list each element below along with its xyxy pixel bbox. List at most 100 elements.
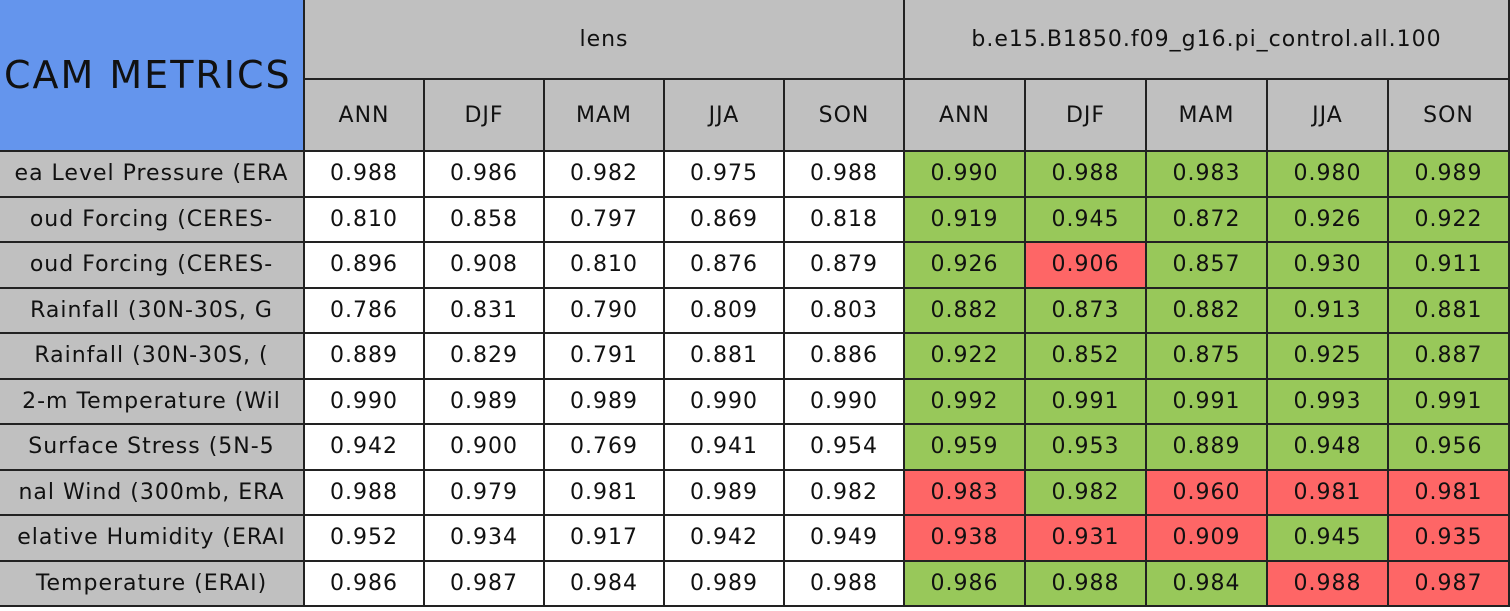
value-cell: 0.769	[545, 425, 665, 471]
value-cell: 0.810	[545, 243, 665, 289]
value-cell: 0.988	[785, 561, 905, 607]
season-header: MAM	[545, 80, 665, 152]
value-cell: 0.922	[1389, 197, 1510, 243]
value-cell: 0.935	[1389, 516, 1510, 562]
value-cell: 0.991	[1147, 379, 1268, 425]
value-cell: 0.988	[1026, 561, 1147, 607]
value-cell: 0.990	[305, 379, 425, 425]
value-cell: 0.982	[545, 152, 665, 198]
season-header: ANN	[905, 80, 1026, 152]
value-cell: 0.931	[1026, 516, 1147, 562]
value-cell: 0.790	[545, 288, 665, 334]
table-title: CAM METRICS	[0, 0, 305, 152]
value-cell: 0.989	[545, 379, 665, 425]
value-cell: 0.926	[1268, 197, 1389, 243]
season-header: JJA	[1268, 80, 1389, 152]
value-cell: 0.987	[425, 561, 545, 607]
value-cell: 0.873	[1026, 288, 1147, 334]
value-cell: 0.797	[545, 197, 665, 243]
value-cell: 0.988	[1268, 561, 1389, 607]
value-cell: 0.981	[1268, 470, 1389, 516]
value-cell: 0.945	[1268, 516, 1389, 562]
value-cell: 0.991	[1026, 379, 1147, 425]
value-cell: 0.989	[1389, 152, 1510, 198]
value-cell: 0.879	[785, 243, 905, 289]
value-cell: 0.889	[1147, 425, 1268, 471]
value-cell: 0.983	[905, 470, 1026, 516]
value-cell: 0.909	[1147, 516, 1268, 562]
value-cell: 0.810	[305, 197, 425, 243]
value-cell: 0.991	[1389, 379, 1510, 425]
value-cell: 0.925	[1268, 334, 1389, 380]
value-cell: 0.954	[785, 425, 905, 471]
value-cell: 0.786	[305, 288, 425, 334]
value-cell: 0.881	[1389, 288, 1510, 334]
value-cell: 0.979	[425, 470, 545, 516]
value-cell: 0.952	[305, 516, 425, 562]
value-cell: 0.989	[425, 379, 545, 425]
group-header: b.e15.B1850.f09_g16.pi_control.all.100	[905, 0, 1510, 80]
row-label: oud Forcing (CERES-	[0, 197, 305, 243]
value-cell: 0.981	[545, 470, 665, 516]
value-cell: 0.942	[305, 425, 425, 471]
value-cell: 0.982	[1026, 470, 1147, 516]
season-header: ANN	[305, 80, 425, 152]
value-cell: 0.875	[1147, 334, 1268, 380]
value-cell: 0.990	[665, 379, 785, 425]
value-cell: 0.981	[1389, 470, 1510, 516]
value-cell: 0.818	[785, 197, 905, 243]
value-cell: 0.882	[905, 288, 1026, 334]
value-cell: 0.988	[305, 470, 425, 516]
value-cell: 0.988	[1026, 152, 1147, 198]
value-cell: 0.857	[1147, 243, 1268, 289]
value-cell: 0.791	[545, 334, 665, 380]
value-cell: 0.803	[785, 288, 905, 334]
value-cell: 0.926	[905, 243, 1026, 289]
value-cell: 0.911	[1389, 243, 1510, 289]
value-cell: 0.872	[1147, 197, 1268, 243]
season-header: MAM	[1147, 80, 1268, 152]
row-label: Rainfall (30N-30S, (	[0, 334, 305, 380]
value-cell: 0.990	[905, 152, 1026, 198]
season-header: DJF	[1026, 80, 1147, 152]
season-header: DJF	[425, 80, 545, 152]
value-cell: 0.852	[1026, 334, 1147, 380]
value-cell: 0.896	[305, 243, 425, 289]
value-cell: 0.948	[1268, 425, 1389, 471]
value-cell: 0.986	[425, 152, 545, 198]
value-cell: 0.876	[665, 243, 785, 289]
value-cell: 0.887	[1389, 334, 1510, 380]
value-cell: 0.886	[785, 334, 905, 380]
value-cell: 0.987	[1389, 561, 1510, 607]
value-cell: 0.983	[1147, 152, 1268, 198]
value-cell: 0.956	[1389, 425, 1510, 471]
group-header: lens	[305, 0, 905, 80]
row-label: Temperature (ERAI)	[0, 561, 305, 607]
value-cell: 0.941	[665, 425, 785, 471]
season-header: SON	[785, 80, 905, 152]
row-label: Surface Stress (5N-5	[0, 425, 305, 471]
row-label: nal Wind (300mb, ERA	[0, 470, 305, 516]
value-cell: 0.959	[905, 425, 1026, 471]
value-cell: 0.858	[425, 197, 545, 243]
value-cell: 0.917	[545, 516, 665, 562]
value-cell: 0.992	[905, 379, 1026, 425]
season-header: SON	[1389, 80, 1510, 152]
value-cell: 0.913	[1268, 288, 1389, 334]
season-header: JJA	[665, 80, 785, 152]
value-cell: 0.809	[665, 288, 785, 334]
value-cell: 0.990	[785, 379, 905, 425]
value-cell: 0.989	[665, 470, 785, 516]
row-label: Rainfall (30N-30S, G	[0, 288, 305, 334]
value-cell: 0.975	[665, 152, 785, 198]
value-cell: 0.984	[545, 561, 665, 607]
value-cell: 0.922	[905, 334, 1026, 380]
value-cell: 0.986	[305, 561, 425, 607]
value-cell: 0.831	[425, 288, 545, 334]
row-label: 2-m Temperature (Wil	[0, 379, 305, 425]
value-cell: 0.989	[665, 561, 785, 607]
value-cell: 0.908	[425, 243, 545, 289]
value-cell: 0.882	[1147, 288, 1268, 334]
value-cell: 0.945	[1026, 197, 1147, 243]
